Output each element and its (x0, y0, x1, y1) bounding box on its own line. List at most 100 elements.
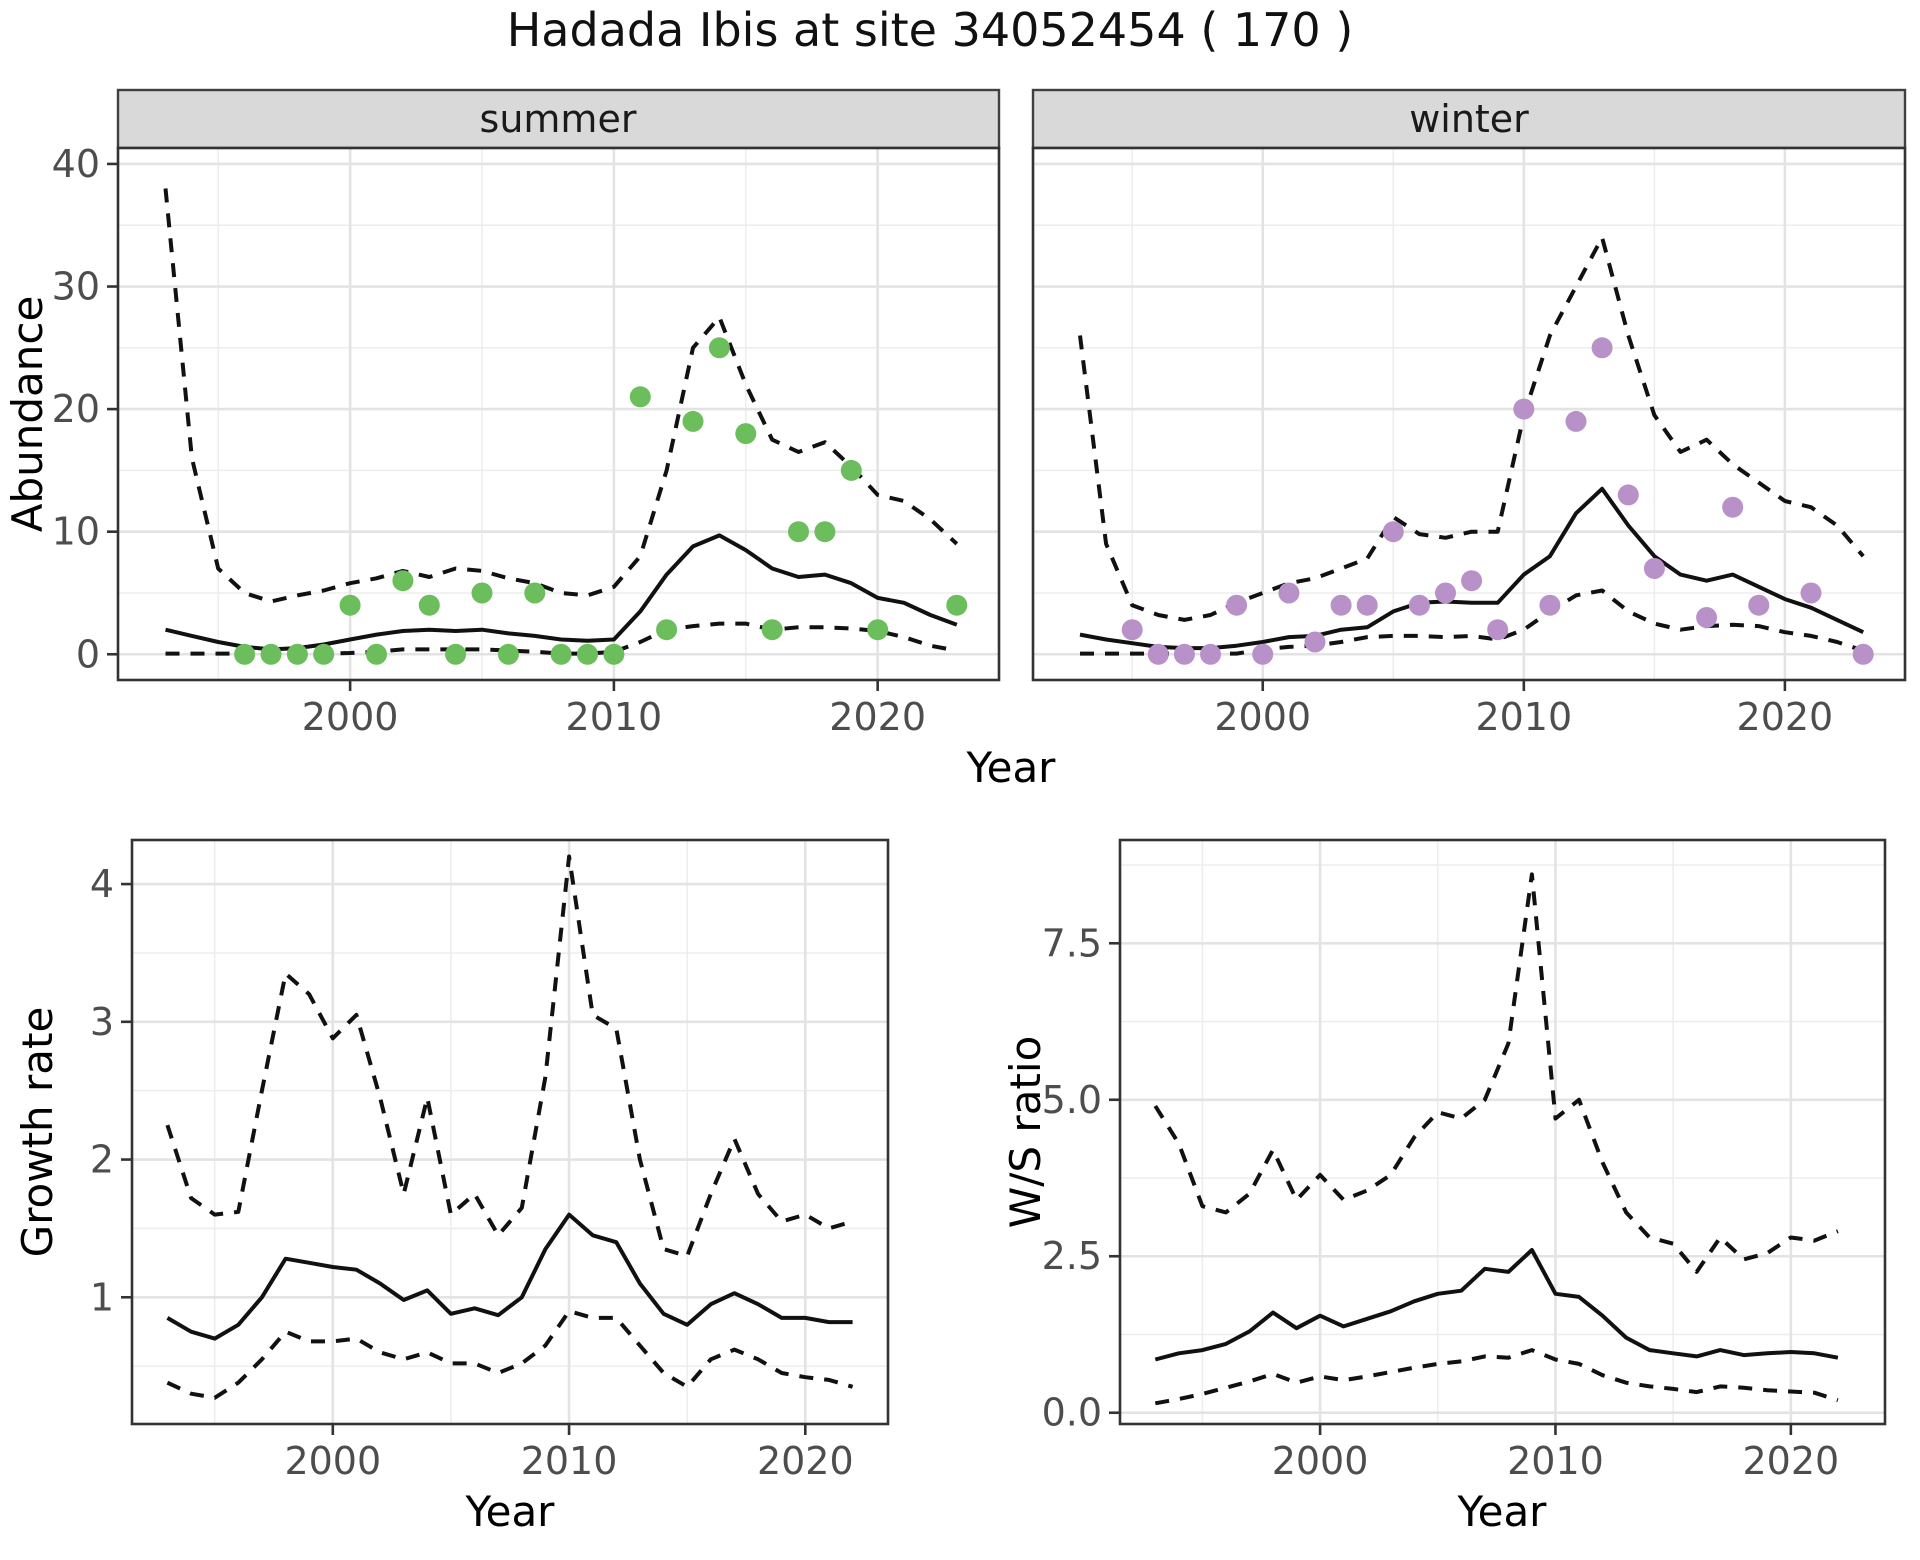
panel-background (1033, 148, 1905, 680)
abundance-winter-data-point (1461, 570, 1483, 592)
abundance-summer-data-point (445, 643, 467, 665)
x-tick-label: 2020 (757, 1439, 854, 1483)
x-tick-label: 2000 (284, 1439, 381, 1483)
abundance-summer-data-point (497, 643, 519, 665)
x-tick-label: 2020 (1737, 695, 1834, 739)
abundance-winter-upper_ci-line (1078, 235, 1865, 622)
abundance-summer-upper_ci-line (163, 188, 959, 604)
abundance-summer-data-point (735, 423, 757, 445)
y-tick-label: 7.5 (1042, 921, 1102, 965)
x-tick-label: 2010 (1475, 695, 1572, 739)
abundance-winter-data-point (1252, 643, 1274, 665)
abundance-winter-data-point (1696, 607, 1718, 628)
y-tick-label: 0 (76, 632, 100, 676)
abundance-summer-data-point (471, 582, 493, 604)
growth-rate-upper_ci-line (165, 854, 854, 1258)
facet-strip-summer-bg (116, 88, 1001, 150)
facet-strip-winter-bg (1031, 88, 1907, 150)
abundance-y-axis-title: Abundance (3, 296, 52, 533)
ws-ratio-lower_ci-line (1154, 1348, 1839, 1406)
abundance-winter-data-point (1147, 643, 1169, 665)
abundance-summer-data-point (788, 521, 809, 543)
facet-strip-summer: summer (116, 88, 1001, 150)
panel-growth-rate: 2000 2010 2020 1 2 3 4 (90, 838, 890, 1483)
facet-strip-summer-label: summer (480, 97, 637, 141)
panel-abundance-summer: 2000 2010 2020 0 10 20 30 40 (52, 142, 1001, 739)
ws-ratio-fit-line (1154, 1248, 1839, 1362)
abundance-winter-data-point (1591, 337, 1613, 359)
y-tick-label: 30 (52, 265, 100, 309)
abundance-summer-data-point (260, 643, 282, 665)
abundance-winter-data-point (1200, 643, 1221, 665)
abundance-summer-data-point (577, 643, 598, 665)
panel-background (132, 840, 888, 1424)
x-tick-label: 2000 (1272, 1439, 1369, 1483)
x-tick-label: 2000 (302, 695, 399, 739)
facet-strip-winter-label: winter (1409, 97, 1529, 141)
top-x-axis-title: Year (966, 743, 1057, 792)
x-tick-label: 2010 (1507, 1439, 1604, 1483)
y-tick-label: 40 (52, 142, 100, 186)
panel-abundance-winter: 2000 2010 2020 (1031, 146, 1907, 739)
abundance-summer-data-point (392, 570, 414, 592)
facet-strip-winter: winter (1031, 88, 1907, 150)
abundance-summer-data-point (366, 643, 387, 665)
panel-border (1118, 838, 1887, 1426)
abundance-winter-data-point (1226, 594, 1248, 616)
x-tick-label: 2020 (829, 695, 926, 739)
abundance-summer-data-point (946, 594, 968, 616)
x-tick-label: 2000 (1214, 695, 1311, 739)
page-title: Hadada Ibis at site 34052454 ( 170 ) (507, 3, 1354, 57)
abundance-summer-data-point (867, 619, 889, 641)
abundance-summer-data-point (313, 643, 335, 665)
abundance-winter-data-point (1382, 521, 1404, 543)
growth-rate-lower_ci-line (166, 1309, 854, 1400)
abundance-winter-data-point (1487, 619, 1509, 641)
abundance-summer-data-point (682, 410, 704, 432)
abundance-winter-data-point (1278, 582, 1300, 604)
abundance-winter-data-point (1565, 410, 1587, 432)
ws-y-axis-title: W/S ratio (1001, 1036, 1050, 1229)
abundance-summer-data-point (286, 643, 308, 665)
panel-border (1031, 146, 1907, 682)
growth-rate-fit-line (166, 1212, 853, 1341)
abundance-winter-data-point (1722, 496, 1744, 518)
y-tick-label: 5.0 (1042, 1078, 1102, 1122)
abundance-winter-data-point (1121, 619, 1143, 641)
abundance-summer-data-point (234, 643, 256, 665)
y-tick-label: 3 (90, 1000, 114, 1044)
abundance-summer-data-point (708, 337, 730, 359)
abundance-winter-data-point (1408, 594, 1430, 616)
abundance-winter-data-point (1852, 643, 1874, 665)
ws-ratio-upper_ci-line (1153, 872, 1839, 1274)
y-tick-label: 1 (90, 1275, 114, 1319)
abundance-summer-data-point (603, 643, 625, 665)
panel-background (118, 148, 999, 680)
y-tick-label: 2.5 (1042, 1234, 1102, 1278)
y-tick-label: 2 (90, 1138, 114, 1182)
x-tick-label: 2010 (521, 1439, 618, 1483)
growth-y-axis-title: Growth rate (13, 1007, 62, 1258)
abundance-winter-data-point (1304, 631, 1326, 653)
abundance-summer-data-point (814, 521, 836, 543)
abundance-summer-data-point (656, 619, 678, 641)
abundance-winter-data-point (1643, 558, 1665, 579)
abundance-summer-data-point (550, 643, 572, 665)
y-tick-label: 20 (52, 387, 100, 431)
abundance-winter-data-point (1748, 594, 1770, 616)
y-tick-label: 10 (52, 510, 100, 554)
abundance-winter-data-point (1513, 398, 1535, 420)
abundance-winter-data-point (1539, 594, 1561, 616)
y-tick-label: 4 (90, 862, 114, 906)
abundance-summer-data-point (761, 619, 783, 641)
abundance-summer-data-point (418, 594, 440, 616)
abundance-winter-data-point (1435, 582, 1456, 604)
x-tick-label: 2020 (1742, 1439, 1839, 1483)
abundance-winter-data-point (1800, 582, 1822, 604)
abundance-summer-data-point (840, 459, 862, 481)
abundance-summer-data-point (524, 582, 546, 604)
panel-ws-ratio: 2000 2010 2020 0.0 2.5 5.0 7.5 (1042, 838, 1887, 1483)
panel-background (1120, 840, 1885, 1424)
panel-border (116, 146, 1001, 682)
